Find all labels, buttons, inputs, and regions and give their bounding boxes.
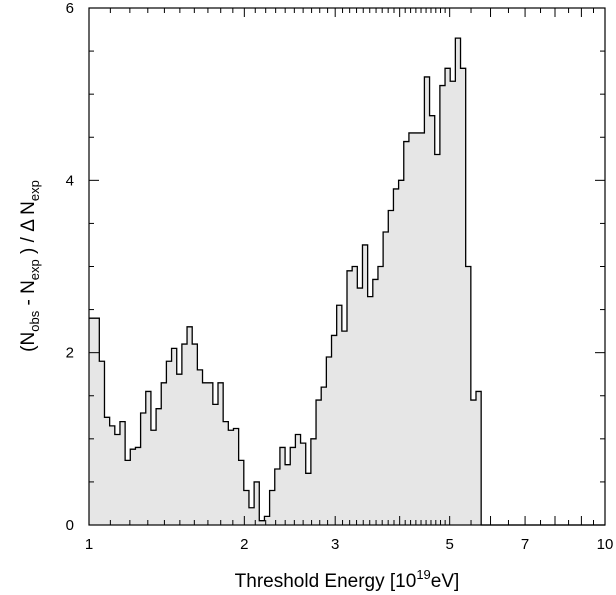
y-axis-title-part-3: ) / Δ N	[18, 201, 39, 259]
histogram-fill-area	[89, 38, 482, 525]
y-axis-title-sub-1: obs	[27, 310, 42, 331]
x-tick-label: 7	[521, 536, 529, 553]
y-axis-title-part-1: (N	[18, 332, 39, 352]
y-tick-label: 2	[66, 345, 74, 362]
x-tick-label: 10	[597, 536, 614, 553]
x-tick-label: 2	[240, 536, 248, 553]
x-tick-label: 5	[445, 536, 453, 553]
x-axis-title: Threshold Energy [1019eV]	[235, 567, 460, 592]
axis-tick-labels: 1 2 3 5 7 10 0 2 4 6	[66, 0, 614, 553]
x-tick-label: 1	[85, 536, 93, 553]
y-tick-label: 6	[66, 0, 74, 17]
x-axis-title-tail: eV]	[431, 571, 460, 592]
y-tick-label: 0	[66, 517, 74, 534]
y-axis-title-part-2: - N	[18, 280, 39, 311]
x-axis-title-main: Threshold Energy [10	[235, 571, 417, 592]
axis-ticks	[88, 7, 606, 526]
y-axis-title-sub-3: exp	[27, 180, 42, 201]
x-tick-label: 3	[331, 536, 339, 553]
y-tick-label: 4	[66, 172, 74, 189]
histogram-step-line	[89, 37, 605, 526]
x-axis-title-superscript: 19	[416, 567, 430, 582]
y-axis-title: (Nobs - Nexp ) / Δ Nexp	[18, 180, 42, 352]
y-axis-title-sub-2: exp	[27, 259, 42, 280]
